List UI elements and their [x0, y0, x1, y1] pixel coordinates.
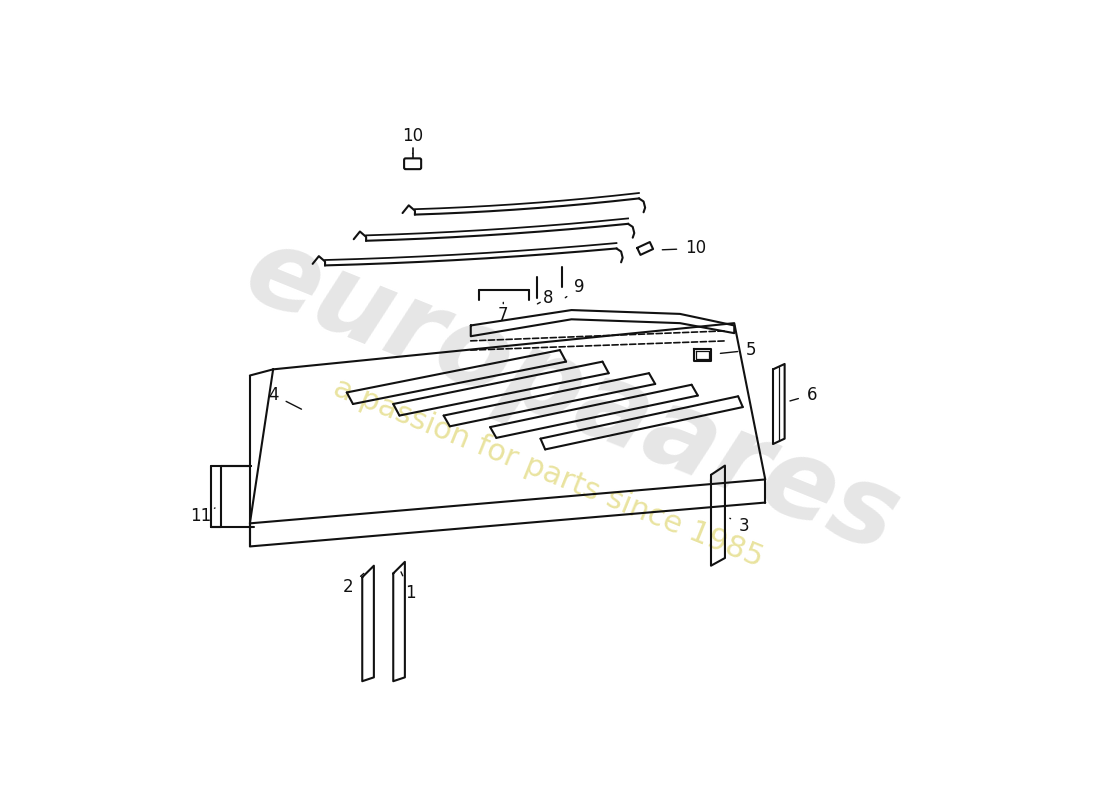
Text: 8: 8 — [538, 289, 553, 306]
Text: 3: 3 — [729, 517, 749, 534]
Text: 10: 10 — [403, 127, 424, 154]
Text: 9: 9 — [565, 278, 584, 298]
Text: 10: 10 — [662, 239, 706, 258]
Text: a passion for parts since 1985: a passion for parts since 1985 — [329, 374, 768, 573]
Text: 4: 4 — [268, 386, 301, 409]
Text: 7: 7 — [498, 302, 508, 325]
Text: europaares: europaares — [230, 217, 913, 575]
Text: 11: 11 — [190, 506, 214, 525]
Text: 6: 6 — [790, 386, 817, 404]
Text: 5: 5 — [720, 341, 757, 359]
Text: 1: 1 — [402, 572, 416, 602]
Text: 2: 2 — [343, 574, 364, 596]
